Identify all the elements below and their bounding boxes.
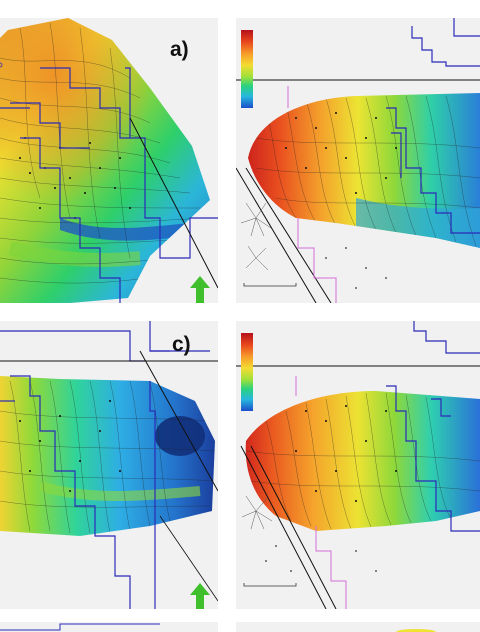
contour-map-e-partial (0, 623, 160, 631)
north-arrow-icon (190, 276, 210, 303)
contour-map-b (236, 18, 480, 303)
map-panel-a: a) (0, 18, 218, 303)
colorbar-legend-b (241, 30, 253, 108)
contour-map-d (236, 321, 480, 609)
contour-map-c (0, 321, 218, 609)
map-panel-c: c) (0, 321, 218, 609)
panel-label-c: c) (172, 333, 191, 356)
map-panel-e-partial (0, 622, 218, 632)
north-arrow-icon (190, 583, 210, 609)
panel-label-a: a) (170, 38, 189, 61)
map-panel-b (236, 18, 480, 303)
contour-map-a (0, 18, 218, 303)
map-panel-d (236, 321, 480, 609)
map-panel-f-partial (236, 622, 480, 632)
colorbar-legend-d (241, 333, 253, 411)
contour-map-f-partial (396, 629, 436, 632)
